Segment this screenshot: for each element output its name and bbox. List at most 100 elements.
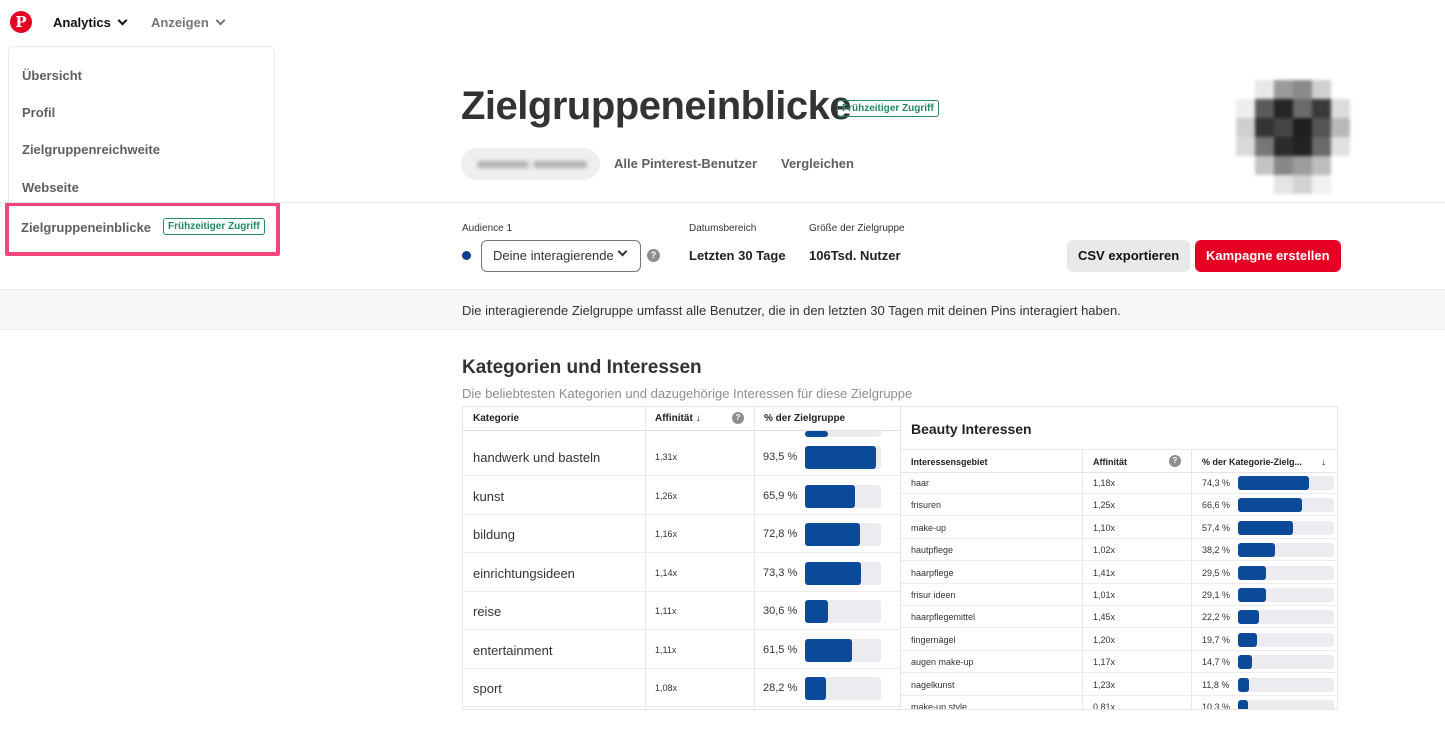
- affinity-value: 1,25x: [1093, 500, 1116, 511]
- table-row: reise 1,11x 30,6 %: [463, 592, 900, 630]
- category-name[interactable]: handwerk und basteln: [473, 450, 601, 465]
- share-bar: [1238, 565, 1334, 580]
- table-row: handwerk und basteln 1,31x 93,5 %: [463, 438, 900, 476]
- header-interest[interactable]: Interessensgebiet: [911, 457, 988, 467]
- interest-name[interactable]: augen make-up: [911, 657, 974, 668]
- pinterest-logo-icon[interactable]: P: [10, 11, 32, 33]
- category-name[interactable]: reise: [473, 604, 502, 619]
- chevron-down-icon: [117, 15, 128, 26]
- interest-name[interactable]: frisur ideen: [911, 590, 956, 600]
- menu-item-profile[interactable]: Profil: [22, 105, 56, 120]
- category-name[interactable]: kunst: [473, 488, 505, 504]
- table-header: Interessensgebiet Affinität ? % der Kate…: [901, 449, 1337, 473]
- early-access-badge: Frühzeitiger Zugriff: [163, 218, 265, 235]
- header-affinity-label: Affinität: [655, 413, 693, 424]
- tab-all-pinterest-users[interactable]: Alle Pinterest-Benutzer: [614, 156, 758, 171]
- nav-analytics[interactable]: Analytics: [53, 15, 128, 30]
- affinity-value: 1,01x: [1093, 590, 1116, 600]
- column-divider: [1191, 449, 1192, 709]
- bar-fill: [1238, 610, 1260, 625]
- help-icon[interactable]: ?: [732, 412, 744, 424]
- share-value: 29,5 %: [1202, 567, 1231, 578]
- header-affinity[interactable]: Affinität ↓: [655, 413, 701, 424]
- header-category-share[interactable]: % der Kategorie-Zielg...: [1202, 457, 1303, 467]
- interest-name[interactable]: nagelkunst: [911, 679, 955, 690]
- help-icon[interactable]: ?: [647, 249, 660, 262]
- affinity-value: 1,31x: [655, 452, 678, 462]
- sort-arrow-down-icon[interactable]: ↓: [1321, 457, 1326, 468]
- beauty-interests-panel: Beauty Interessen Interessensgebiet Affi…: [900, 406, 1338, 710]
- page-title: Zielgruppeneinblicke: [461, 84, 852, 128]
- category-name[interactable]: sport: [473, 681, 502, 696]
- category-name[interactable]: entertainment: [473, 642, 553, 658]
- bar-fill: [1238, 476, 1310, 490]
- share-bar: [1238, 543, 1334, 558]
- share-value: 74,3 %: [1202, 478, 1231, 488]
- table-row: make-up 1,10x 57,4 %: [901, 517, 1337, 539]
- divider: [0, 202, 1445, 203]
- menu-item-audience-reach[interactable]: Zielgruppenreichweite: [22, 142, 160, 157]
- categories-table: Kategorie Affinität ↓ ? % der Zielgruppe…: [462, 406, 900, 710]
- bar-fill: [1238, 588, 1266, 602]
- date-range-label: Datumsbereich: [689, 223, 757, 234]
- create-campaign-button[interactable]: Kampagne erstellen: [1195, 240, 1341, 272]
- nav-ads[interactable]: Anzeigen: [151, 15, 226, 30]
- interest-name[interactable]: haarpflege: [911, 567, 954, 578]
- category-name[interactable]: bildung: [473, 527, 515, 542]
- bar-fill: [1238, 700, 1248, 709]
- interest-name[interactable]: make-up: [911, 522, 947, 533]
- audience-label: Audience 1: [462, 223, 513, 234]
- avatar[interactable]: [1236, 80, 1350, 194]
- share-value: 29,1 %: [1202, 590, 1231, 600]
- interest-name[interactable]: fingernägel: [911, 634, 956, 645]
- share-bar: [805, 561, 881, 585]
- affinity-value: 1,08x: [655, 683, 678, 693]
- interest-name[interactable]: frisuren: [911, 500, 942, 511]
- header-affinity[interactable]: Affinität: [1093, 457, 1127, 467]
- interest-name[interactable]: hautpflege: [911, 545, 954, 556]
- bar-fill: [1238, 543, 1275, 558]
- interest-name[interactable]: make-up style: [911, 702, 968, 710]
- share-bar: [1238, 700, 1334, 709]
- audience-color-dot: [462, 251, 471, 260]
- audience-select[interactable]: Deine interagierende: [481, 240, 641, 272]
- table-row: bildung 1,16x 72,8 %: [463, 515, 900, 553]
- share-value: 72,8 %: [763, 528, 798, 540]
- header-share[interactable]: % der Zielgruppe: [764, 413, 846, 424]
- table-row: einrichtungsideen 1,14x 73,3 %: [463, 554, 900, 592]
- tab-compare[interactable]: Vergleichen: [781, 156, 854, 171]
- share-bar: [1238, 655, 1334, 670]
- account-tab-blurred[interactable]: [461, 148, 600, 180]
- bar-fill: [1238, 677, 1250, 692]
- scrolled-row-bar: [805, 431, 881, 437]
- table-row: make-up style 0,81x 10,3 %: [901, 696, 1337, 710]
- export-csv-button[interactable]: CSV exportieren: [1067, 240, 1191, 272]
- share-value: 38,2 %: [1202, 545, 1231, 556]
- info-text: Die interagierende Zielgruppe umfasst al…: [462, 303, 1121, 318]
- table-row: haarpflege 1,41x 29,5 %: [901, 562, 1337, 584]
- share-bar: [1238, 520, 1334, 535]
- bar-fill: [805, 484, 856, 508]
- header-category[interactable]: Kategorie: [473, 413, 520, 424]
- bar-fill: [1238, 655, 1253, 670]
- column-divider: [645, 407, 646, 709]
- menu-item-website[interactable]: Webseite: [22, 180, 79, 195]
- interest-name[interactable]: haar: [911, 478, 930, 488]
- share-bar: [805, 446, 881, 469]
- nav-analytics-label: Analytics: [53, 15, 111, 30]
- help-icon[interactable]: ?: [1169, 455, 1181, 467]
- menu-item-overview[interactable]: Übersicht: [22, 68, 82, 83]
- affinity-value: 1,11x: [655, 606, 677, 616]
- table-row: fingernägel 1,20x 19,7 %: [901, 629, 1337, 651]
- affinity-value: 1,16x: [655, 529, 678, 539]
- early-access-badge: Frühzeitiger Zugriff: [837, 100, 939, 117]
- table-row: frisur ideen 1,01x 29,1 %: [901, 584, 1337, 606]
- interest-name[interactable]: haarpflegemittel: [911, 612, 976, 623]
- category-name[interactable]: einrichtungsideen: [473, 565, 575, 581]
- table-row: haar 1,18x 74,3 %: [901, 472, 1337, 494]
- share-bar: [805, 600, 881, 623]
- share-bar: [1238, 610, 1334, 625]
- menu-item-audience-insights[interactable]: Zielgruppeneinblicke Frühzeitiger Zugrif…: [5, 202, 280, 256]
- affinity-value: 1,23x: [1093, 679, 1116, 690]
- share-value: 28,2 %: [763, 682, 798, 694]
